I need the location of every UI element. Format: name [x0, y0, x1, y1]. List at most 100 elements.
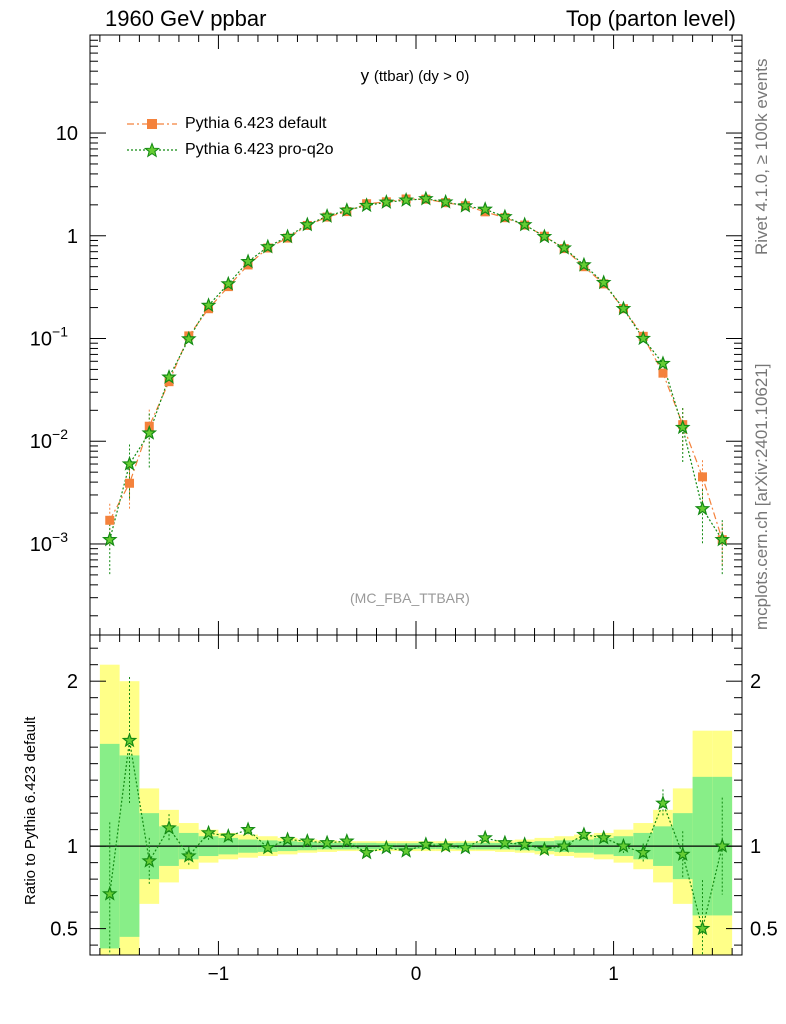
marker-default [105, 515, 115, 525]
y-tick-label: 10−1 [30, 324, 68, 351]
ratio-marker-pro [161, 819, 177, 835]
ratio-marker-pro [378, 839, 395, 855]
marker-pro [141, 424, 158, 440]
marker-pro [260, 238, 276, 254]
x-tick-label: 0 [411, 964, 422, 985]
beam-label: 1960 GeV ppbar [105, 6, 267, 31]
ratio-marker-pro [398, 842, 414, 858]
legend-label-pro: Pythia 6.423 pro-q2o [185, 141, 334, 158]
marker-pro [299, 216, 316, 232]
marker-pro [279, 228, 296, 244]
marker-pro [674, 419, 691, 435]
ratio-y-tick-label: 2 [67, 671, 78, 693]
site-label: mcplots.cern.ch [arXiv:2401.10621] [752, 363, 771, 630]
marker-default [658, 368, 668, 378]
ratio-marker-pro [260, 839, 276, 855]
legend-label-default: Pythia 6.423 default [185, 115, 327, 132]
marker-pro [497, 208, 513, 224]
marker-pro [655, 355, 671, 371]
ratio-y-tick-label-right: 0.5 [750, 919, 778, 941]
marker-pro [121, 455, 138, 471]
ratio-marker-pro [536, 841, 553, 857]
ratio-marker-pro [339, 832, 355, 848]
marker-pro [576, 256, 592, 272]
plot-title-sub: (ttbar) (dy > 0) [373, 68, 470, 85]
ratio-marker-pro [200, 824, 217, 840]
marker-default [164, 377, 174, 387]
marker-default [697, 472, 707, 482]
ratio-marker-pro [556, 837, 572, 853]
ratio-marker-pro [615, 837, 632, 853]
marker-pro [556, 239, 572, 255]
marker-default [125, 478, 135, 488]
ratio-marker-pro [358, 844, 375, 860]
ratio-marker-pro [714, 837, 731, 853]
ratio-marker-pro [141, 852, 158, 868]
marker-pro [101, 531, 118, 547]
marker-pro [180, 330, 197, 346]
ratio-y-tick-label: 0.5 [50, 919, 78, 941]
marker-pro [220, 275, 237, 291]
y-tick-label: 10−3 [30, 529, 68, 556]
y-tick-label: 10−2 [30, 426, 68, 453]
marker-pro [378, 194, 395, 209]
ratio-marker-pro [418, 836, 434, 852]
series-line-pro [109, 198, 723, 541]
ratio-marker-pro [674, 846, 691, 862]
ratio-marker-pro [655, 795, 671, 810]
marker-pro [694, 500, 711, 516]
ratio-marker-pro [694, 920, 711, 936]
analysis-label: (MC_FBA_TTBAR) [350, 590, 470, 606]
ratio-marker-pro [457, 839, 474, 855]
ratio-marker-pro [516, 836, 533, 852]
ratio-marker-pro [477, 829, 493, 845]
ratio-marker-pro [299, 832, 316, 848]
ratio-y-tick-label-right: 1 [750, 836, 761, 858]
marker-pro [161, 368, 177, 384]
marker-pro [358, 197, 375, 213]
ratio-marker-pro [101, 885, 118, 901]
ratio-marker-pro [595, 829, 612, 845]
ratio-marker-pro [180, 847, 197, 863]
observable-label: Top (parton level) [566, 6, 736, 31]
ratio-marker-pro [576, 826, 592, 842]
ratio-marker-pro [240, 821, 256, 837]
marker-pro [714, 531, 731, 547]
marker-pro [398, 191, 414, 207]
marker-pro [319, 207, 335, 223]
ratio-marker-pro [635, 844, 652, 860]
y-tick-label: 10 [56, 123, 78, 145]
series-line-default [109, 198, 723, 540]
legend-marker-default [127, 119, 177, 129]
marker-pro [437, 193, 454, 209]
marker-pro [516, 216, 533, 232]
ratio-marker-pro [279, 831, 296, 847]
y-tick-label: 1 [67, 226, 78, 248]
marker-pro [457, 197, 474, 213]
marker-pro [615, 300, 632, 316]
rivet-label: Rivet 4.1.0, ≥ 100k events [752, 58, 771, 255]
plot-title: y (ttbar) (dy > 0) [0, 66, 786, 86]
marker-pro [240, 253, 256, 269]
ratio-y-axis-label: Ratio to Pythia 6.423 default [22, 716, 39, 905]
marker-pro [635, 330, 652, 346]
marker-pro [477, 201, 493, 216]
ratio-marker-pro [319, 834, 335, 850]
ratio-y-tick-label: 1 [67, 836, 78, 858]
marker-pro [200, 297, 217, 313]
x-tick-label: 1 [608, 964, 619, 985]
marker-pro [339, 202, 355, 217]
marker-pro [595, 274, 612, 290]
plot-title-main: y [360, 66, 370, 85]
x-tick-label: −1 [208, 964, 230, 985]
marker-pro [536, 228, 553, 244]
ratio-marker-pro [121, 732, 138, 748]
marker-pro [418, 190, 434, 206]
ratio-marker-pro [497, 834, 513, 850]
ratio-marker-pro [437, 837, 454, 853]
legend-marker-pro [127, 142, 177, 158]
ratio-frame [89, 634, 743, 956]
ratio-marker-pro [220, 828, 237, 843]
ratio-y-tick-label-right: 2 [750, 671, 761, 693]
